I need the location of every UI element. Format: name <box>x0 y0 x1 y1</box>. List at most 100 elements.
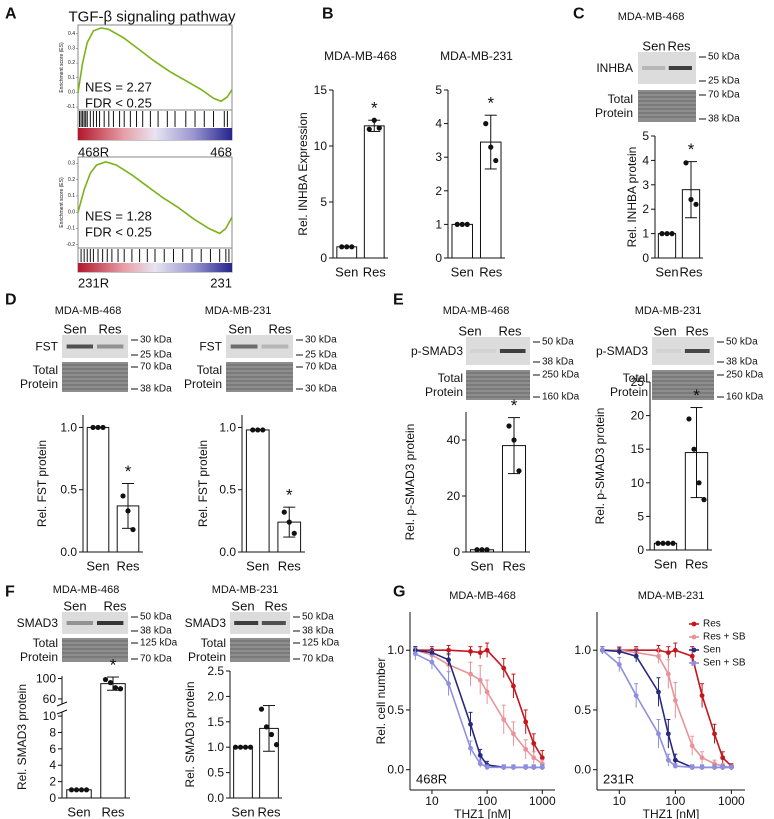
data-point <box>686 416 692 422</box>
y-tick-label: 2 <box>49 775 56 789</box>
blot-band <box>66 621 94 625</box>
data-point <box>477 650 483 656</box>
data-point <box>255 427 261 433</box>
bar <box>86 426 110 553</box>
data-point <box>477 761 483 767</box>
data-point <box>665 731 671 737</box>
y-tick-label: 1.0 <box>60 420 77 434</box>
y-tick-label: 0 <box>642 251 649 265</box>
y-tick-label: 0.0 <box>207 791 224 805</box>
x-axis-label: THZ1 [nM] <box>454 807 511 819</box>
marker-label: 50 kDa <box>140 612 172 623</box>
cell-line-annotation: 468R <box>416 772 447 787</box>
data-point <box>699 764 705 770</box>
y-tick-label: 15 <box>314 83 328 97</box>
data-point <box>446 681 451 687</box>
lane-label: Res <box>268 322 292 337</box>
lane-label: Sen <box>231 599 254 614</box>
blot-image <box>62 638 128 662</box>
legend-marker <box>691 647 697 653</box>
marker-label: 38 kDa <box>542 357 574 368</box>
y-tick-label: 2.0 <box>207 689 224 703</box>
data-point <box>659 231 665 237</box>
y-tick-label: 0.2 <box>68 60 75 66</box>
bar <box>451 223 474 259</box>
data-point <box>242 744 249 750</box>
data-point <box>696 480 702 486</box>
significance-star: * <box>110 656 117 675</box>
y-tick-label: 0.0 <box>574 763 591 777</box>
data-point <box>693 201 699 207</box>
blot-row-label: Protein <box>188 650 226 664</box>
y-tick-label: 0.1 <box>68 75 75 81</box>
legend-marker <box>691 621 697 627</box>
data-point <box>68 787 75 793</box>
data-point <box>506 423 512 429</box>
data-point <box>78 787 85 793</box>
data-point <box>107 680 114 686</box>
blot-row-label: Protein <box>20 377 58 391</box>
blot-row-label: Protein <box>20 650 58 664</box>
data-point <box>100 424 106 431</box>
y-tick-label: 0 <box>435 251 442 265</box>
blot-row-label: Protein <box>184 377 222 391</box>
data-point <box>712 764 717 770</box>
data-point <box>672 698 678 703</box>
x-tick-label: Res <box>257 805 281 819</box>
data-point <box>539 755 545 761</box>
data-point <box>670 540 676 546</box>
rank-right-label: 231 <box>210 276 232 291</box>
y-tick-label: 0 <box>453 545 460 559</box>
y-tick-label: 1.0 <box>574 643 591 657</box>
y-tick-label: 0.3 <box>68 161 75 167</box>
lane-label: Sen <box>228 322 251 337</box>
y-tick-label: 40 <box>447 433 461 447</box>
y-tick-label: 0.1 <box>68 193 75 199</box>
data-point <box>468 745 473 751</box>
y-tick-label: 100 <box>36 672 56 686</box>
y-tick-label: 1.0 <box>387 643 404 657</box>
panel-label: B <box>322 6 334 23</box>
data-point <box>539 764 545 770</box>
blot-band <box>668 66 692 70</box>
nes-text: NES = 2.27 <box>85 80 152 95</box>
chart-title: MDA-MB-468 <box>324 49 397 63</box>
x-tick-label: 10 <box>425 794 439 808</box>
x-tick-label: Res <box>479 265 503 280</box>
fdr-text: FDR < 0.25 <box>85 225 152 240</box>
blot-row-label: Total <box>33 636 58 650</box>
legend-marker <box>691 660 697 666</box>
lane-label: Res <box>264 599 288 614</box>
marker-label: 50 kDa <box>726 337 758 348</box>
data-point <box>616 662 622 667</box>
significance-star: * <box>688 140 695 159</box>
data-point <box>446 657 451 663</box>
data-point <box>112 685 119 691</box>
significance-star: * <box>286 486 293 505</box>
y-tick-label: 6 <box>49 742 56 756</box>
y-tick-label: 2 <box>642 202 649 216</box>
lane-label: Sen <box>642 39 665 54</box>
marker-label: 38 kDa <box>708 114 740 125</box>
blot-row-label: Protein <box>610 385 648 399</box>
marker-label: 70 kDa <box>305 362 337 373</box>
data-point <box>531 755 537 761</box>
blot-title: MDA-MB-231 <box>635 305 702 317</box>
y-tick-label: 1 <box>435 217 442 231</box>
data-point <box>454 221 460 227</box>
blot-title: MDA-MB-468 <box>443 305 510 317</box>
data-point <box>90 424 96 431</box>
marker-label: 30 kDa <box>140 335 172 346</box>
y-tick-label: -0.1 <box>66 226 75 232</box>
rank-left-label: 231R <box>78 276 109 291</box>
data-point <box>501 717 507 722</box>
y-tick-label: 5 <box>642 129 649 143</box>
panel-label: E <box>393 292 404 309</box>
data-point <box>232 744 239 750</box>
panel-label: D <box>5 292 17 309</box>
y-tick-label: -0.1 <box>66 104 75 110</box>
y-tick-label: 1.0 <box>207 740 224 754</box>
y-axis-label: Enrichment score (ES) <box>59 42 65 93</box>
data-point <box>250 427 256 433</box>
